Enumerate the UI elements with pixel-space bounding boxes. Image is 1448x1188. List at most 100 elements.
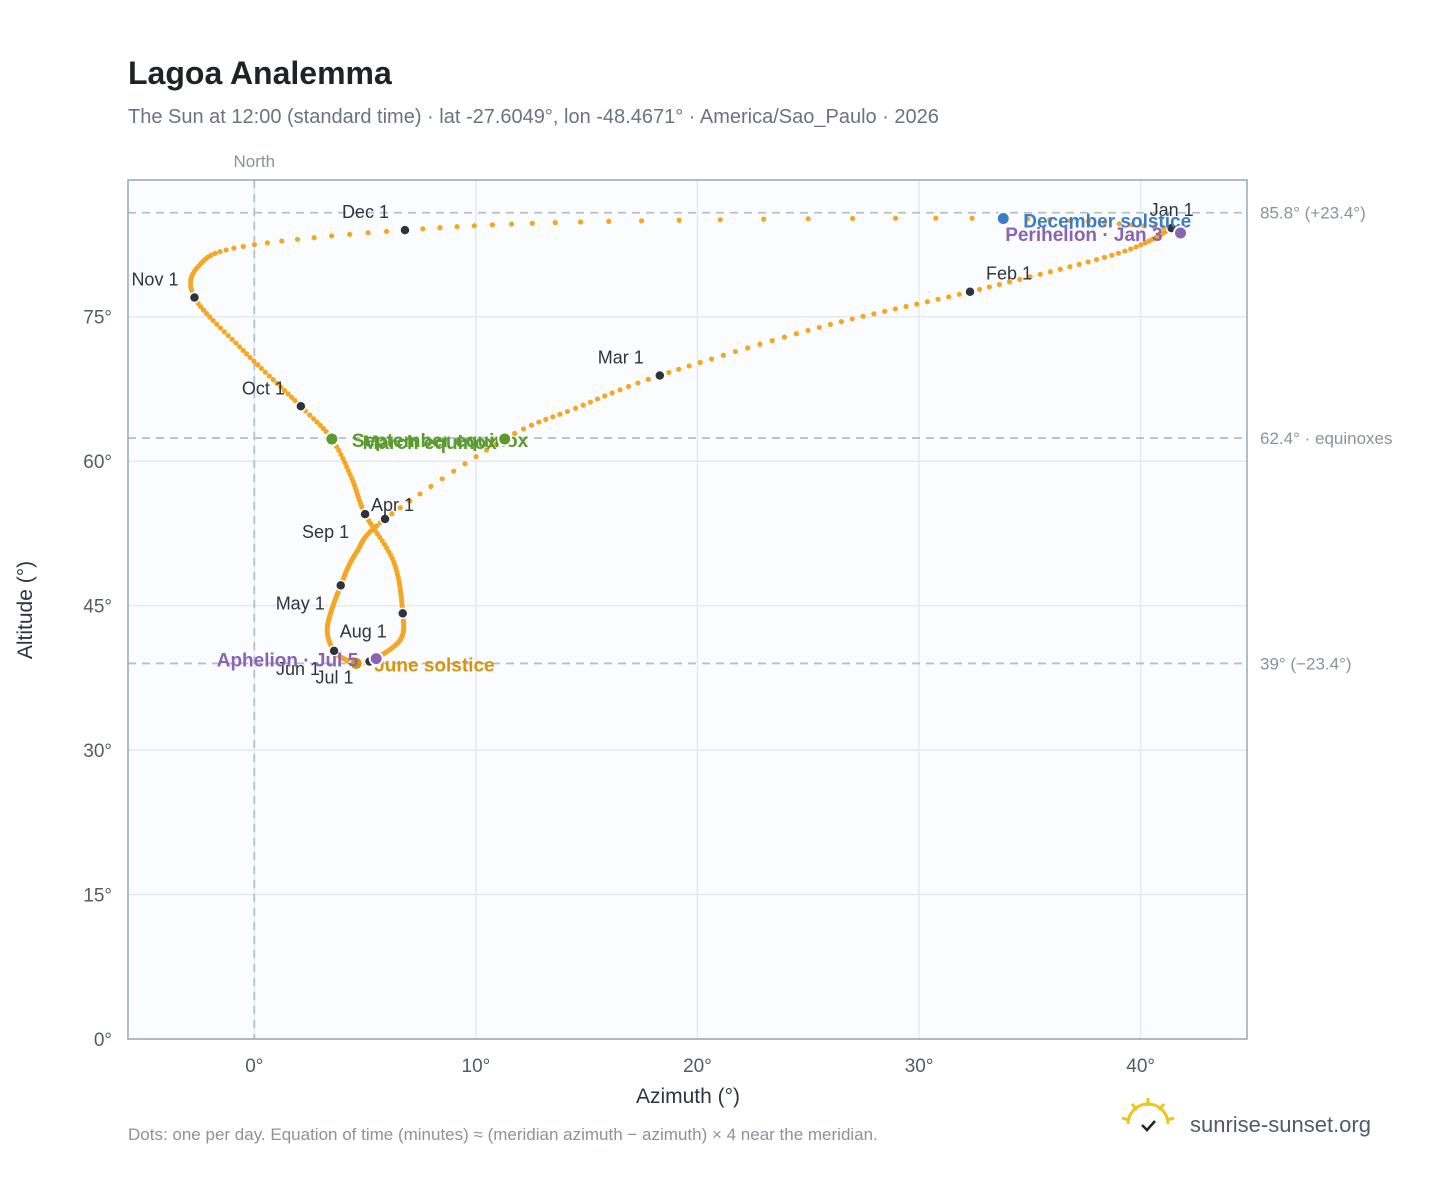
day-dot [307,412,313,418]
day-dot [383,228,390,234]
month-marker [397,607,409,620]
month-marker [188,291,201,304]
day-dot [976,286,983,292]
day-dot [1017,276,1023,283]
event-label: September equinox [352,431,529,452]
day-dot [969,215,975,221]
month-label: Apr 1 [371,495,414,515]
day-dot [882,308,888,314]
day-dot [745,345,751,351]
day-dot [439,476,445,482]
day-dot [986,284,992,290]
day-dot [1133,244,1139,250]
day-dot [816,324,822,330]
day-dot [225,332,231,339]
day-dot [720,352,726,358]
month-marker [328,645,340,657]
y-tick-label: 30° [83,741,112,762]
day-dot [557,411,563,417]
day-dot [871,311,877,317]
day-dot [676,366,682,372]
event-marker [348,655,364,671]
day-dot [914,301,920,307]
day-dot [602,393,608,399]
day-dot [924,299,930,305]
day-dot [489,222,495,228]
month-label: Mar 1 [598,347,644,367]
day-dot [805,327,811,334]
day-dot [389,511,395,517]
day-dot [397,505,403,511]
x-tick-label: 40° [1126,1056,1155,1077]
reference-line-label: 39° (−23.4°) [1260,654,1352,673]
month-marker [399,224,411,236]
day-dot [769,338,775,344]
grid [128,180,1247,1040]
day-dot [625,383,632,390]
day-dot [244,351,250,357]
month-label: Jun 1 [276,659,320,679]
day-dot [1116,221,1122,227]
brand-name[interactable]: sunrise-sunset.org [1190,1112,1371,1137]
day-dot [347,231,353,237]
x-tick-label: 0° [245,1056,263,1077]
month-label: Aug 1 [340,621,387,641]
day-dot [310,416,317,422]
day-dot [587,399,593,405]
day-dot [1085,259,1091,265]
month-marker [295,400,307,413]
event-marker [1173,225,1189,241]
day-dot [258,365,265,372]
plot-frame [127,179,1248,1040]
month-marker [334,579,347,592]
day-dot [580,402,586,408]
day-dot [262,369,268,375]
day-dot [1146,238,1152,244]
day-dot [314,419,320,425]
day-dot [1151,224,1157,230]
event-label: March equinox [363,433,498,454]
day-dot [294,236,301,242]
month-label: Dec 1 [342,202,389,222]
day-dot [417,491,423,497]
day-dot [635,380,641,386]
day-dot [1067,217,1073,224]
north-label: North [234,152,276,171]
event-label: December solstice [1023,212,1191,233]
day-dot [278,384,284,390]
x-axis-label: Azimuth (°) [636,1085,740,1108]
y-tick-label: 15° [83,886,112,907]
day-dot [956,291,962,297]
day-dot [1027,274,1033,280]
day-dot [935,296,941,302]
x-tick-label: 20° [683,1056,712,1077]
day-dot [274,380,280,386]
day-dot [757,341,763,347]
day-dot [1093,257,1100,263]
day-dot [210,318,216,324]
day-dot [617,387,623,393]
day-dot [221,329,227,335]
day-dot [1085,218,1091,225]
day-dot [543,416,549,422]
y-tick-label: 60° [83,452,112,473]
day-dot [536,419,542,425]
day-dot [708,356,715,362]
day-dot [903,303,909,310]
day-dot [266,373,272,379]
day-dot [529,220,535,226]
day-dot [217,325,224,331]
day-dot [606,218,612,225]
day-dot [838,319,844,325]
day-dot [237,344,243,350]
day-dot [251,242,258,248]
day-dot [793,331,799,337]
day-dot [344,464,350,470]
day-dot [454,224,460,230]
month-marker [379,513,391,525]
day-dot [512,430,518,437]
day-dot [1101,254,1108,260]
event-label: Aphelion · Jul 5 [217,651,359,672]
day-dot [264,240,270,246]
month-label: May 1 [276,593,325,613]
